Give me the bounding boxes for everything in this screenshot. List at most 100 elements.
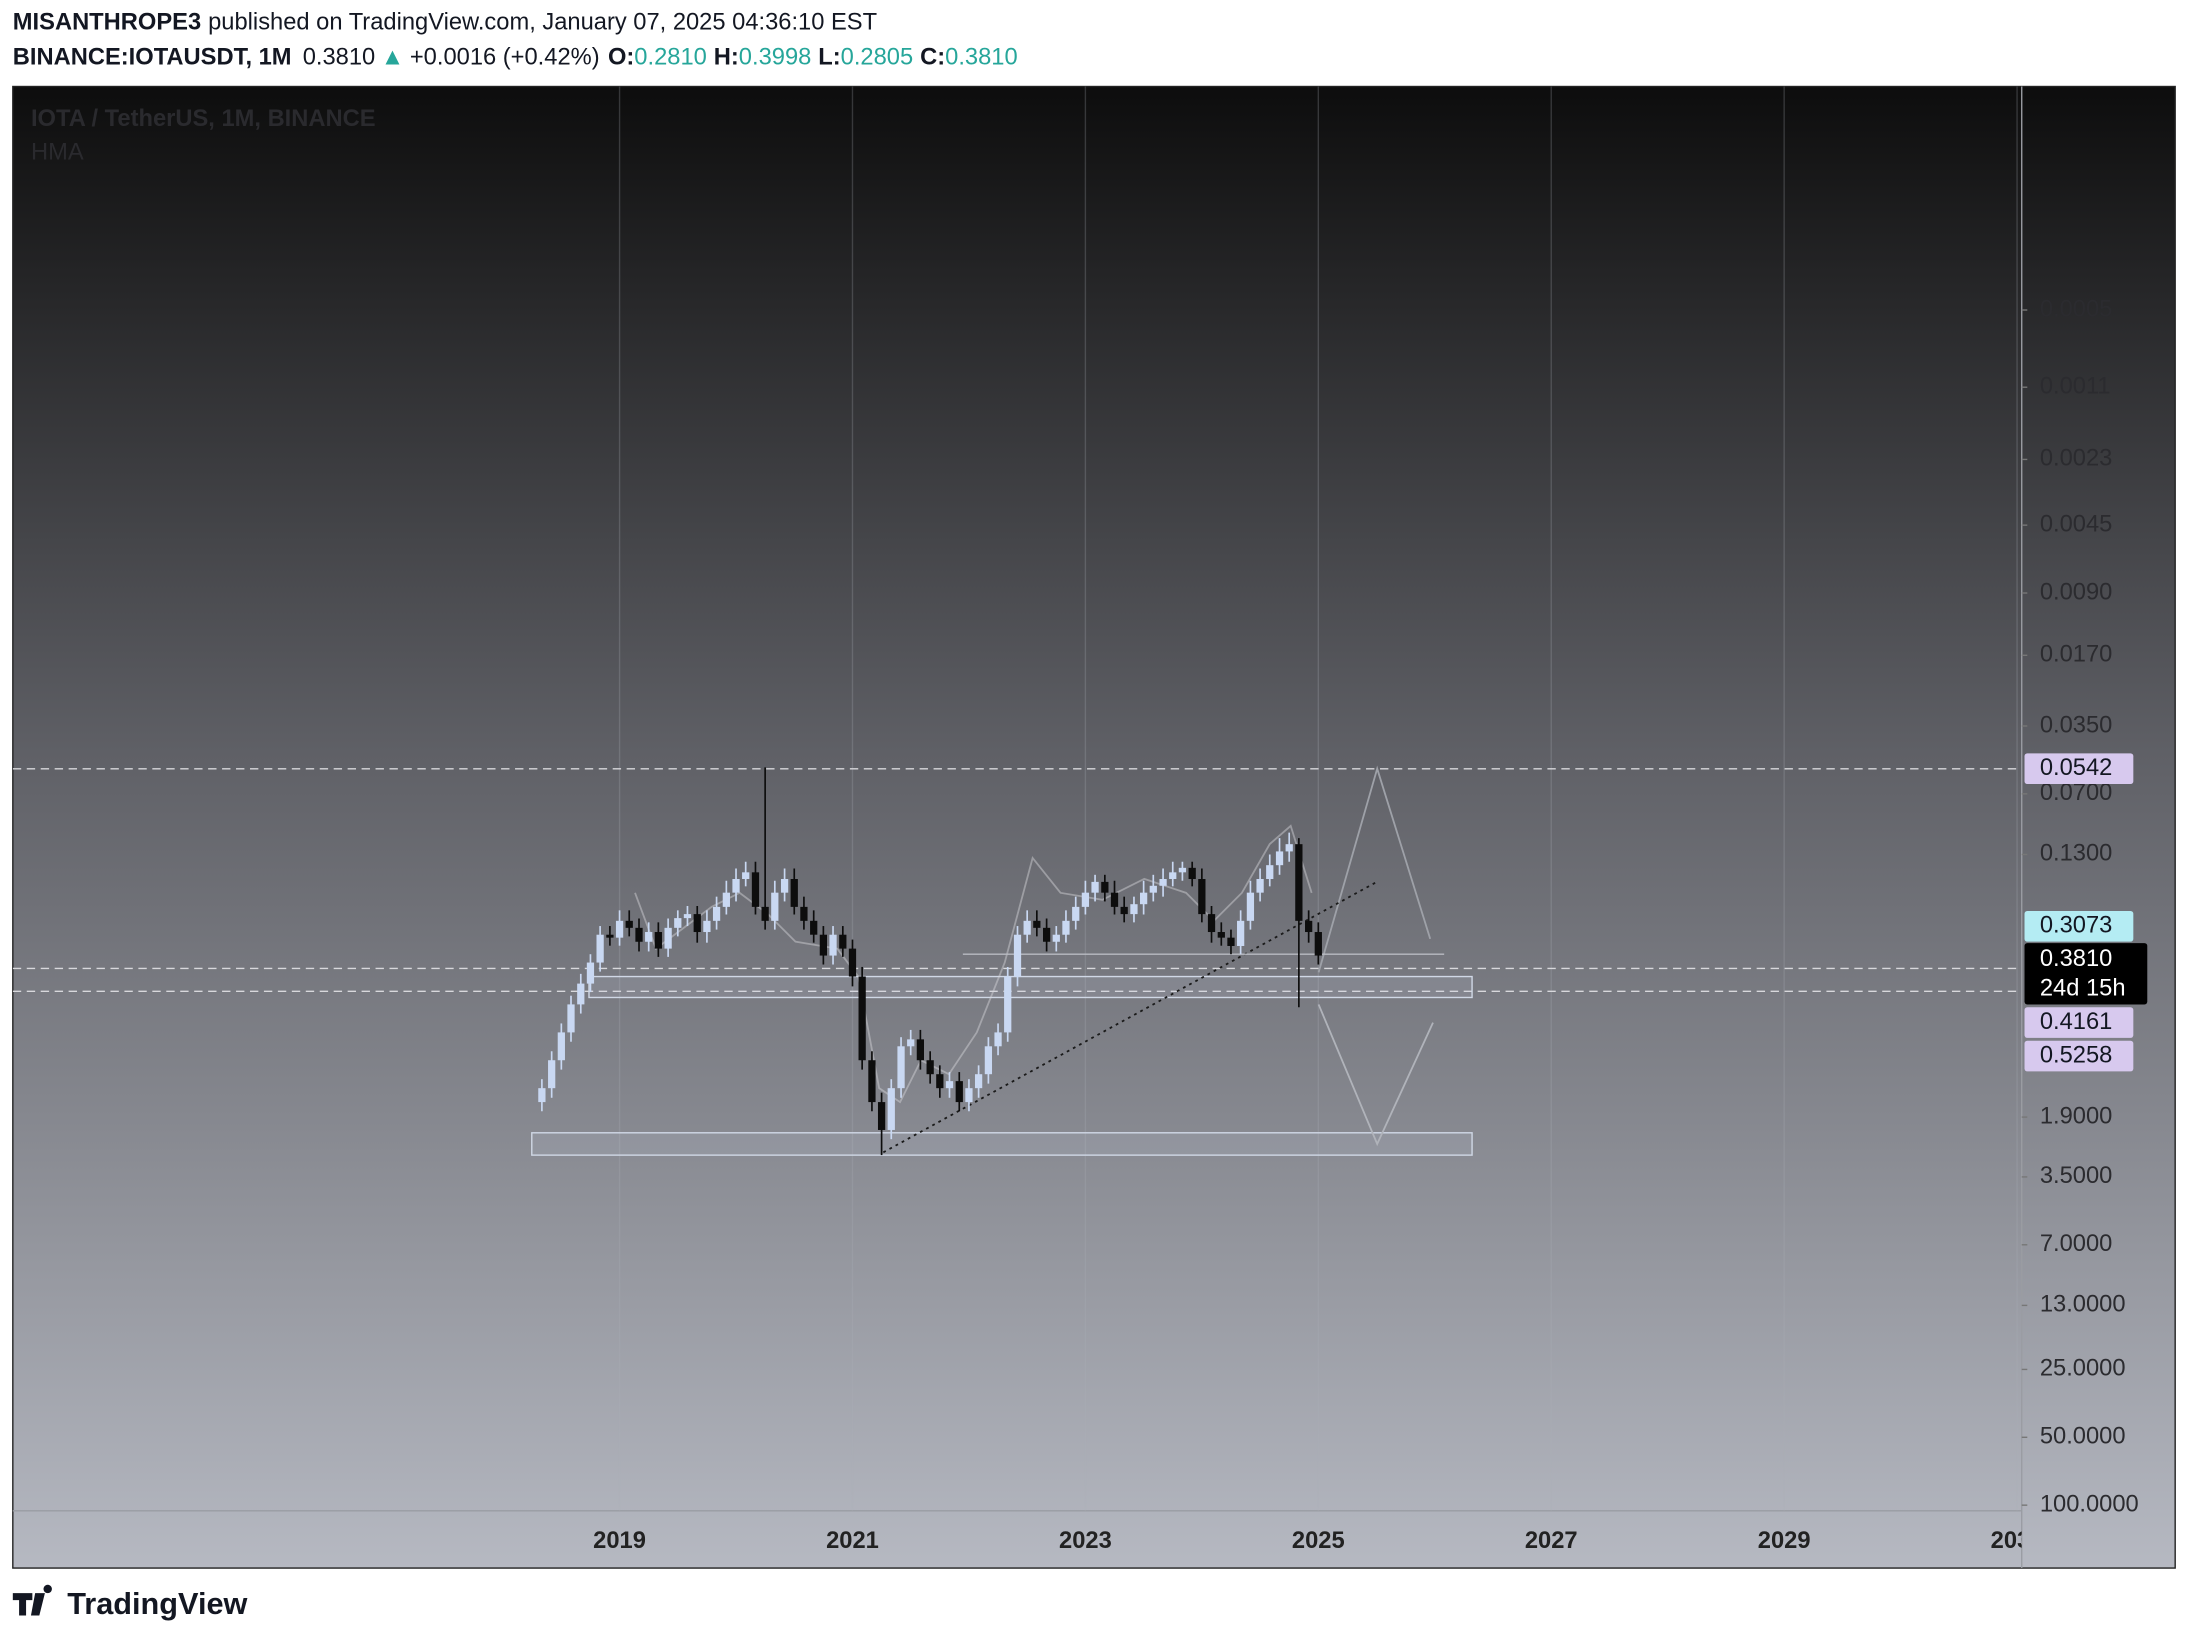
author: MISANTHROPE3 <box>13 10 201 36</box>
ohlc-key: C: <box>920 45 945 71</box>
candle-body <box>1130 904 1138 915</box>
candle-body <box>732 879 740 893</box>
header-line-2: BINANCE:IOTAUSDT, 1M 0.3810 ▲ +0.0016 (+0.4… <box>13 45 1018 71</box>
candle-body <box>1140 892 1148 905</box>
candle-body <box>810 920 818 935</box>
candle-body <box>839 934 847 949</box>
candle-body <box>1305 920 1313 933</box>
candle-body <box>1295 844 1303 921</box>
candle-body <box>829 934 837 956</box>
candle-body <box>1266 865 1274 880</box>
price-tag <box>2024 943 2148 1005</box>
candle-body <box>1207 914 1216 933</box>
candle-body <box>577 983 585 1005</box>
candle-body <box>1159 879 1167 886</box>
projection-down <box>1317 1004 1434 1147</box>
price-tag <box>2024 910 2134 942</box>
candle-body <box>596 934 604 963</box>
price-tag-label: 0.3810 <box>2040 946 2113 972</box>
candle-body <box>712 906 721 921</box>
ohlc-key: H: <box>714 45 739 71</box>
candle-body <box>567 1004 575 1033</box>
candle-body <box>703 920 711 933</box>
price-tag-label: 0.0542 <box>2040 755 2113 781</box>
candle-body <box>654 932 662 949</box>
y-tick-label: 0.0045 <box>2040 511 2113 537</box>
x-tick-label: 2029 <box>1758 1528 1811 1554</box>
candle-body <box>1042 927 1051 942</box>
candle-body <box>877 1102 886 1130</box>
candle-body <box>683 914 692 919</box>
ohlc-value: 0.3998 <box>739 45 812 71</box>
candle-body <box>1101 881 1109 893</box>
candle-body <box>1256 879 1264 893</box>
candle-body <box>1188 867 1196 880</box>
candle-body <box>1120 906 1128 915</box>
candle-body <box>1217 932 1225 938</box>
candle-body <box>1013 934 1022 977</box>
ohlc-value: 0.2810 <box>634 45 706 71</box>
candle-body <box>926 1060 934 1075</box>
candle-body <box>693 914 701 933</box>
candle-body <box>606 934 614 938</box>
candles <box>538 767 1322 1156</box>
candle-body <box>1072 906 1080 921</box>
y-tick-label: 0.0005 <box>2040 296 2113 322</box>
candle-body <box>742 872 750 880</box>
countdown: 24d 15h <box>2040 975 2126 1001</box>
candle-body <box>984 1046 993 1075</box>
candle-body <box>858 976 866 1061</box>
y-tick-label: 0.0090 <box>2040 579 2113 605</box>
ohlc-value: 0.2805 <box>841 45 914 71</box>
candle-body <box>1314 932 1322 956</box>
candle-body <box>974 1074 983 1089</box>
y-tick-label: 0.0170 <box>2040 642 2113 668</box>
candle-body <box>1062 920 1070 935</box>
candle-body <box>664 927 672 949</box>
x-tick-label: 2027 <box>1525 1528 1578 1554</box>
x-tick-label: 2021 <box>826 1528 879 1554</box>
candle-body <box>790 879 798 907</box>
candle-body <box>548 1060 556 1089</box>
candle-body <box>751 872 760 907</box>
chart-title: IOTA / TetherUS, 1M, BINANCE <box>31 106 376 132</box>
candle-body <box>625 920 633 928</box>
candle-body <box>780 879 789 893</box>
price-tag-label: 0.4161 <box>2040 1009 2113 1035</box>
candle-body <box>955 1081 963 1103</box>
y-tick-label: 0.1300 <box>2040 841 2113 867</box>
candle-body <box>1169 872 1177 880</box>
brand: TradingView <box>12 1584 248 1621</box>
candle-body <box>1033 920 1041 928</box>
price-tag <box>2024 1007 2134 1038</box>
ohlc-key: O: <box>608 45 634 71</box>
brand-name: TradingView <box>67 1586 247 1621</box>
candle-body <box>635 927 643 942</box>
y-tick-label: 13.0000 <box>2040 1292 2126 1318</box>
y-tick-label: 0.0350 <box>2040 712 2113 738</box>
y-tick-label: 25.0000 <box>2040 1356 2126 1382</box>
y-tick-label: 0.0011 <box>2040 373 2111 399</box>
y-tick-label: 1.9000 <box>2040 1103 2113 1129</box>
price-tag-label: 0.5258 <box>2040 1042 2113 1068</box>
candle-body <box>819 934 827 956</box>
published: published on TradingView.com, January 07… <box>208 10 877 36</box>
change: +0.0016 (+0.42%) <box>410 45 600 71</box>
candle-body <box>1052 934 1060 942</box>
candle-body <box>761 906 769 921</box>
candle-body <box>1275 851 1284 866</box>
candle-body <box>771 892 779 921</box>
x-tick-label: 2023 <box>1059 1528 1112 1554</box>
arrow: ▲ <box>381 45 404 71</box>
candle-body <box>1285 844 1293 852</box>
ohlc-key: L: <box>818 45 840 71</box>
y-tick-label: 3.5000 <box>2040 1163 2113 1189</box>
candle-body <box>887 1088 895 1130</box>
candle-body <box>1198 879 1206 915</box>
candle-body <box>1091 881 1099 893</box>
candle-body <box>538 1088 546 1103</box>
candle-body <box>848 948 857 977</box>
candle-body <box>994 1032 1002 1047</box>
y-tick-label: 50.0000 <box>2040 1424 2126 1450</box>
candle-body <box>907 1039 915 1047</box>
